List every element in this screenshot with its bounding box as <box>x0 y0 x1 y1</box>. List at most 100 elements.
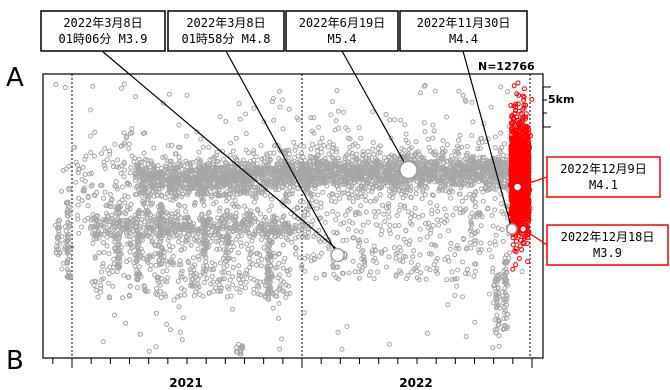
gray-point <box>277 346 283 352</box>
gray-point <box>378 232 384 237</box>
gray-point <box>119 85 124 91</box>
gray-point <box>158 295 164 300</box>
gray-point <box>337 195 343 201</box>
gray-point <box>101 250 107 255</box>
gray-point <box>88 133 94 139</box>
gray-point <box>251 290 257 296</box>
gray-point <box>440 138 446 144</box>
red-point <box>516 256 522 261</box>
gray-point <box>360 222 366 228</box>
gray-point <box>464 266 470 272</box>
gray-point <box>335 108 341 114</box>
gray-point <box>297 255 302 261</box>
gray-point <box>444 142 450 148</box>
gray-point <box>419 196 425 202</box>
gray-point <box>407 238 413 244</box>
gray-point <box>243 131 249 137</box>
gray-point <box>308 146 314 152</box>
gray-point <box>294 159 300 165</box>
gray-point <box>479 178 485 184</box>
gray-point <box>445 302 451 308</box>
gray-point <box>82 218 88 224</box>
gray-point <box>228 293 234 299</box>
gray-point <box>197 291 203 297</box>
gray-point <box>411 248 417 254</box>
gray-point <box>320 189 326 195</box>
gray-point <box>394 213 400 218</box>
gray-point <box>276 300 282 306</box>
gray-point <box>449 277 455 282</box>
gray-point <box>330 99 335 105</box>
gray-point <box>115 157 121 163</box>
gray-point <box>334 149 340 155</box>
gray-point <box>164 275 170 281</box>
gray-point <box>184 92 190 98</box>
gray-point <box>469 99 475 105</box>
gray-point <box>410 254 416 260</box>
gray-point <box>153 310 159 316</box>
gray-point <box>501 238 506 244</box>
gray-point <box>425 136 431 142</box>
gray-point <box>438 217 444 223</box>
gray-point <box>93 287 99 293</box>
gray-point <box>426 145 432 151</box>
gray-point <box>209 273 215 279</box>
gray-point <box>301 310 307 316</box>
gray-point <box>381 211 387 217</box>
gray-point <box>505 89 511 95</box>
gray-point <box>346 226 351 232</box>
gray-point <box>332 127 338 133</box>
gray-point <box>196 149 202 155</box>
gray-point <box>237 116 243 122</box>
gray-point <box>59 188 64 194</box>
gray-point <box>341 109 347 115</box>
gray-point <box>467 191 473 197</box>
gray-point <box>102 189 108 195</box>
gray-point <box>450 212 456 218</box>
gray-point <box>447 246 453 252</box>
gray-point <box>276 261 282 266</box>
gray-point <box>459 198 465 204</box>
gray-point <box>291 139 297 145</box>
gray-point <box>127 257 133 263</box>
gray-point <box>237 289 243 295</box>
gray-point <box>434 203 440 209</box>
gray-point <box>251 286 257 292</box>
gray-point <box>379 228 385 234</box>
gray-point <box>408 259 414 265</box>
gray-point <box>245 246 251 252</box>
gray-point <box>261 245 267 251</box>
gray-point <box>177 329 183 335</box>
gray-point <box>133 94 139 100</box>
gray-point <box>490 345 496 351</box>
gray-point <box>480 198 486 204</box>
gray-point <box>396 223 402 228</box>
gray-point <box>110 159 116 165</box>
gray-point <box>258 211 263 217</box>
gray-point <box>201 280 207 285</box>
gray-point <box>398 117 404 123</box>
gray-point <box>412 205 418 211</box>
gray-point <box>179 337 185 343</box>
gray-point <box>489 254 495 260</box>
gray-point <box>230 282 236 288</box>
gray-point <box>396 207 402 213</box>
gray-point <box>135 285 140 291</box>
gray-point <box>166 243 172 248</box>
gray-point <box>356 125 362 131</box>
gray-point <box>453 206 459 211</box>
gray-point <box>230 194 236 200</box>
gray-point <box>408 215 414 221</box>
gray-point <box>147 267 153 272</box>
gray-point <box>427 200 433 206</box>
gray-point <box>313 206 319 212</box>
gray-point <box>76 230 82 236</box>
gray-point <box>372 214 378 220</box>
gray-point <box>62 85 68 90</box>
gray-point <box>495 225 501 231</box>
gray-point <box>298 199 303 204</box>
gray-point <box>328 198 334 204</box>
gray-point <box>208 239 214 245</box>
gray-point <box>113 179 119 184</box>
gray-point <box>371 209 377 215</box>
